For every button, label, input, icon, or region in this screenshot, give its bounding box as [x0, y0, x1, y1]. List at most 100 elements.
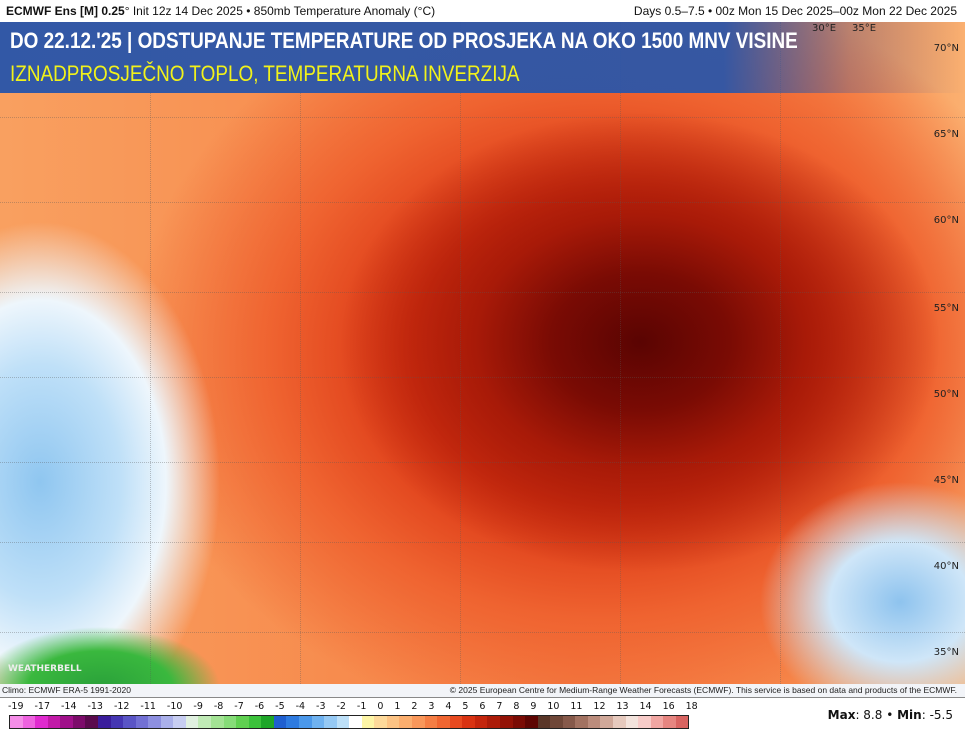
colorbar-swatch	[97, 716, 111, 728]
colorbar-tick-label: 14	[639, 701, 652, 712]
colorbar-tick-label: -12	[113, 701, 130, 712]
weatherbell-logo: WEATHERBELL	[8, 664, 82, 674]
lat-label: 70°N	[933, 43, 959, 54]
colorbar-swatch	[336, 716, 350, 728]
colorbar-swatch	[60, 716, 73, 728]
colorbar-swatch	[512, 716, 526, 728]
colorbar-tick-label: 6	[479, 701, 486, 712]
colorbar-swatch	[663, 716, 676, 728]
colorbar-swatch	[173, 716, 186, 728]
colorbar-swatch	[625, 716, 639, 728]
colorbar-tick-label: 3	[428, 701, 435, 712]
colorbar-swatch	[324, 716, 337, 728]
colorbar-tick-label: 18	[685, 701, 698, 712]
title-banner: DO 22.12.'25 | ODSTUPANJE TEMPERATURE OD…	[0, 22, 965, 93]
lat-label: 55°N	[933, 303, 959, 314]
colorbar-swatch	[160, 716, 174, 728]
colorbar-tick-label: 16	[662, 701, 675, 712]
separator: •	[882, 708, 898, 722]
lat-label: 65°N	[933, 129, 959, 140]
colorbar-swatch	[575, 716, 588, 728]
colorbar-swatch	[550, 716, 563, 728]
colorbar-swatch	[399, 716, 412, 728]
degree-sign: °	[124, 4, 130, 18]
colorbar-tick-label: 0	[377, 701, 384, 712]
colorbar-tick-label: -19	[8, 701, 24, 712]
colorbar-tick-label: 13	[616, 701, 629, 712]
colorbar-tick-label: 10	[547, 701, 560, 712]
colorbar-tick-label: -13	[87, 701, 103, 712]
colorbar-swatch	[298, 716, 312, 728]
climo-note: Climo: ECMWF ERA-5 1991-2020	[2, 685, 131, 695]
header-bar: ECMWF Ens [M] 0.25° Init 12z 14 Dec 2025…	[0, 0, 965, 22]
lat-label: 50°N	[933, 389, 959, 400]
colorbar-swatch	[22, 716, 36, 728]
colorbar-swatch	[499, 716, 513, 728]
colorbar-swatch	[223, 716, 237, 728]
lat-label: 40°N	[933, 561, 959, 572]
colorbar-tick-label: -3	[316, 701, 326, 712]
lat-label: 60°N	[933, 215, 959, 226]
lat-label: 35°N	[933, 647, 959, 658]
banner-subtitle: IZNADPROSJEČNO TOPLO, TEMPERATURNA INVER…	[10, 61, 520, 86]
model-name: ECMWF Ens [M] 0.25	[6, 4, 125, 18]
colorbar-swatch	[537, 716, 551, 728]
colorbar-swatch	[311, 716, 325, 728]
colorbar-swatch	[72, 716, 86, 728]
lon-label: 35°E	[852, 23, 877, 34]
colorbar-swatch	[110, 716, 124, 728]
colorbar-swatch	[374, 716, 387, 728]
colorbar-swatch	[286, 716, 299, 728]
init-info: Init 12z 14 Dec 2025 • 850mb Temperature…	[129, 4, 436, 18]
colorbar-swatch	[349, 716, 362, 728]
colorbar-tick-label: -14	[60, 701, 77, 712]
colorbar-swatch	[35, 716, 48, 728]
colorbar-swatch	[587, 716, 601, 728]
colorbar-swatch	[613, 716, 626, 728]
colorbar-tick-label: -11	[140, 701, 156, 712]
colorbar-tick-label: 2	[411, 701, 418, 712]
min-value: -5.5	[929, 708, 953, 722]
colorbar-tick-label: -4	[295, 701, 306, 712]
colorbar	[9, 715, 689, 729]
colorbar-tick-label: 5	[462, 701, 469, 712]
anomaly-map: 65°N 60°N 55°N 50°N 45°N 40°N 35°N WEATH…	[0, 22, 965, 684]
colorbar-swatch	[562, 716, 576, 728]
colorbar-swatch	[600, 716, 613, 728]
colorbar-swatch	[449, 716, 463, 728]
colorbar-swatch	[123, 716, 136, 728]
colorbar-swatch	[424, 716, 438, 728]
colorbar-tick-label: -1	[356, 701, 367, 712]
colorbar-tick-label: -8	[213, 701, 224, 712]
colorbar-tick-label: 9	[530, 701, 537, 712]
colorbar-swatch	[261, 716, 274, 728]
valid-range: Days 0.5–7.5 • 00z Mon 15 Dec 2025–00z M…	[633, 4, 957, 18]
max-value: 8.8	[863, 708, 883, 722]
colorbar-swatch	[236, 716, 249, 728]
colorbar-tick-label: -9	[193, 701, 203, 712]
colorbar-swatch	[437, 716, 450, 728]
colorbar-swatch	[412, 716, 425, 728]
colorbar-tick-label: -10	[166, 701, 183, 712]
colorbar-labels: -19 -17 -14 -13 -12 -11 -10 -9 -8 -7 -6 -5 -4 -3 -2 -1 0…	[8, 701, 698, 713]
colorbar-swatch	[248, 716, 262, 728]
max-label: Max	[827, 708, 856, 722]
colorbar-swatch	[487, 716, 500, 728]
colorbar-swatch	[135, 716, 149, 728]
colorbar-tick-label: 12	[593, 701, 606, 712]
colorbar-swatch	[273, 716, 287, 728]
colorbar-swatch	[675, 716, 689, 728]
colorbar-tick-label: -5	[275, 701, 285, 712]
lat-label: 45°N	[933, 475, 959, 486]
min-label: Min	[897, 708, 922, 722]
colorbar-swatch	[148, 716, 161, 728]
colorbar-tick-label: 7	[496, 701, 503, 712]
colorbar-tick-label: 4	[445, 701, 452, 712]
colorbar-tick-label: 11	[570, 701, 583, 712]
copyright: © 2025 European Centre for Medium-Range …	[449, 685, 957, 695]
max-min-stats: Max: 8.8 • Min: -5.5	[827, 708, 953, 722]
colorbar-tick-label: -6	[254, 701, 265, 712]
colorbar-tick-label: -17	[34, 701, 51, 712]
colorbar-swatch	[386, 716, 400, 728]
colorbar-swatch	[525, 716, 538, 728]
